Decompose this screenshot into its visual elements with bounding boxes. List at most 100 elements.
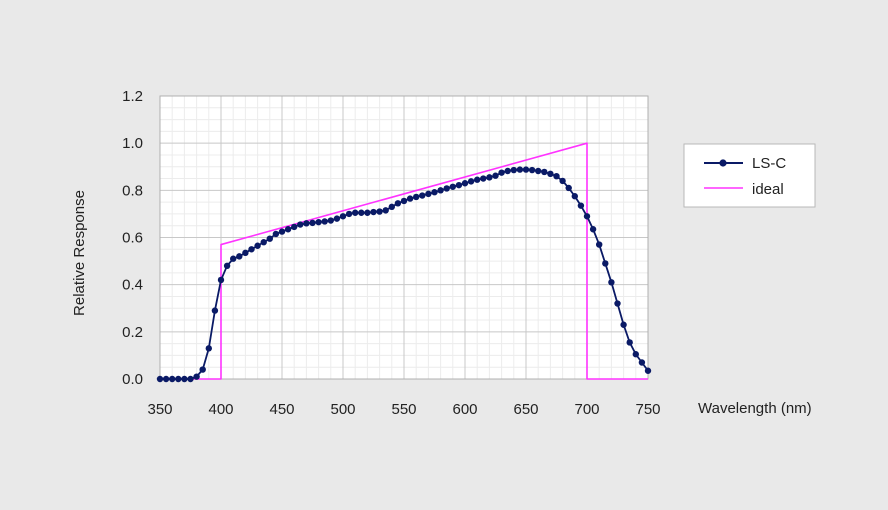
- data-point-ls-c: [400, 197, 408, 205]
- data-point-ls-c: [437, 187, 444, 194]
- data-point-ls-c: [644, 367, 652, 374]
- data-point-ls-c: [516, 166, 524, 173]
- data-point-ls-c: [181, 375, 188, 383]
- x-tick-label: 550: [391, 401, 416, 418]
- data-point-ls-c: [425, 190, 432, 198]
- x-tick-label: 600: [452, 401, 477, 418]
- x-tick-label: 650: [513, 401, 538, 418]
- y-tick-label: 0.2: [122, 324, 143, 341]
- data-point-ls-c: [175, 375, 182, 383]
- data-point-ls-c: [211, 307, 219, 314]
- data-point-ls-c: [510, 166, 517, 174]
- data-point-ls-c: [626, 339, 633, 346]
- data-point-ls-c: [449, 183, 456, 190]
- data-point-ls-c: [553, 172, 560, 180]
- data-point-ls-c: [467, 178, 475, 185]
- data-point-ls-c: [315, 218, 322, 226]
- data-point-ls-c: [327, 217, 334, 224]
- data-point-ls-c: [370, 208, 377, 216]
- series-layer: [156, 142, 652, 383]
- data-point-ls-c: [571, 193, 578, 200]
- data-point-ls-c: [535, 167, 542, 175]
- data-point-ls-c: [559, 177, 566, 185]
- data-point-ls-c: [193, 373, 200, 380]
- data-point-ls-c: [266, 235, 273, 242]
- data-point-ls-c: [461, 180, 469, 187]
- data-point-ls-c: [565, 184, 572, 192]
- data-point-ls-c: [413, 193, 420, 201]
- data-point-ls-c: [474, 176, 481, 183]
- y-tick-label: 1.0: [122, 135, 143, 152]
- data-point-ls-c: [297, 221, 304, 228]
- legend-marker-ls-c: [719, 159, 727, 167]
- data-point-ls-c: [248, 246, 255, 253]
- data-point-ls-c: [352, 209, 359, 216]
- y-axis-title: Relative Response: [71, 190, 88, 316]
- data-point-ls-c: [492, 172, 499, 179]
- x-tick-label: 450: [269, 401, 294, 418]
- data-point-ls-c: [632, 351, 639, 358]
- data-point-ls-c: [309, 219, 316, 227]
- x-tick-label: 700: [574, 401, 599, 418]
- data-point-ls-c: [486, 174, 493, 181]
- data-point-ls-c: [199, 366, 206, 373]
- data-point-ls-c: [547, 170, 554, 178]
- data-point-ls-c: [419, 192, 426, 199]
- data-point-ls-c: [614, 300, 621, 307]
- data-point-ls-c: [242, 249, 249, 257]
- data-point-ls-c: [364, 209, 371, 216]
- data-point-ls-c: [358, 209, 365, 216]
- data-point-ls-c: [443, 185, 450, 192]
- data-point-ls-c: [583, 213, 591, 220]
- data-point-ls-c: [382, 207, 389, 214]
- data-point-ls-c: [596, 241, 603, 248]
- data-point-ls-c: [620, 321, 627, 328]
- data-point-ls-c: [223, 262, 231, 269]
- data-point-ls-c: [156, 375, 164, 383]
- data-point-ls-c: [498, 169, 505, 176]
- data-point-ls-c: [589, 226, 597, 233]
- series-line-ideal: [184, 142, 648, 380]
- y-tick-label: 0.8: [122, 182, 143, 199]
- y-tick-label: 0.0: [122, 371, 143, 388]
- data-point-ls-c: [187, 375, 194, 383]
- data-point-ls-c: [406, 195, 414, 202]
- x-tick-label: 400: [208, 401, 233, 418]
- data-point-ls-c: [303, 220, 310, 227]
- y-tick-label: 0.6: [122, 230, 143, 247]
- data-point-ls-c: [522, 166, 530, 173]
- data-point-ls-c: [528, 166, 536, 174]
- data-point-ls-c: [638, 359, 646, 366]
- data-point-ls-c: [217, 276, 225, 284]
- data-point-ls-c: [272, 230, 280, 238]
- x-axis-ticks: 350 400 450 500 550 600 650 700 750: [147, 401, 660, 418]
- data-point-ls-c: [169, 375, 176, 383]
- y-tick-label: 1.2: [122, 88, 143, 105]
- x-tick-label: 500: [330, 401, 355, 418]
- x-tick-label: 350: [147, 401, 172, 418]
- data-point-ls-c: [431, 189, 438, 196]
- data-point-ls-c: [608, 279, 615, 286]
- legend-label-ls-c: LS-C: [752, 155, 786, 172]
- data-point-ls-c: [376, 208, 383, 215]
- data-point-ls-c: [284, 226, 292, 233]
- data-point-ls-c: [162, 375, 170, 383]
- data-point-ls-c: [480, 175, 487, 182]
- data-point-ls-c: [541, 168, 548, 176]
- data-point-ls-c: [236, 253, 243, 260]
- data-point-ls-c: [504, 167, 511, 175]
- data-point-ls-c: [205, 345, 212, 352]
- data-point-ls-c: [394, 200, 402, 207]
- data-point-ls-c: [388, 203, 395, 211]
- data-point-ls-c: [333, 215, 341, 222]
- data-point-ls-c: [577, 202, 585, 209]
- data-point-ls-c: [339, 213, 347, 220]
- data-point-ls-c: [254, 242, 261, 249]
- data-point-ls-c: [321, 218, 328, 225]
- data-point-ls-c: [602, 260, 609, 267]
- data-point-ls-c: [230, 255, 237, 262]
- data-point-ls-c: [455, 181, 463, 189]
- data-point-ls-c: [278, 228, 286, 235]
- legend: LS-C ideal: [683, 143, 816, 208]
